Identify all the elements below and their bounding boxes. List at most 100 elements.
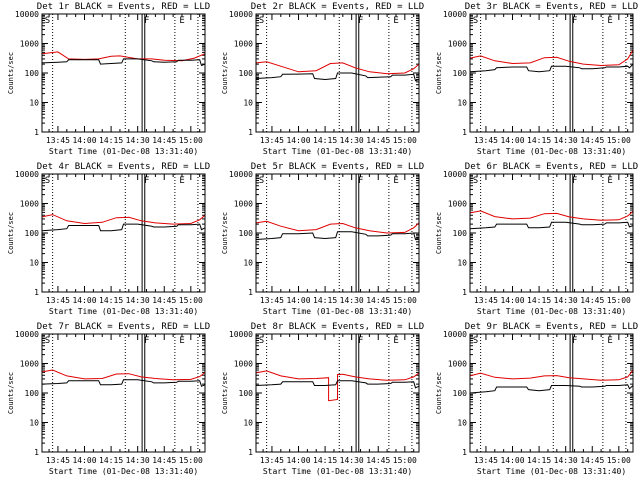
x-tick-label: 15:00 — [607, 456, 631, 465]
marker-s: S — [259, 176, 264, 186]
x-tick-label: 14:30 — [126, 136, 150, 145]
y-tick-label: 1000 — [20, 360, 39, 369]
x-axis-label: Start Time (01-Dec-08 13:31:40) — [49, 147, 198, 156]
marker-e: E — [179, 336, 184, 346]
y-tick-label: 1000 — [20, 200, 39, 209]
events-series-line — [469, 384, 634, 394]
lld-series-line — [41, 214, 206, 225]
x-axis-label: Start Time (01-Dec-08 13:31:40) — [263, 147, 412, 156]
x-axis-label: Start Time (01-Dec-08 13:31:40) — [477, 307, 626, 316]
x-tick-label: 14:30 — [554, 296, 578, 305]
y-tick-label: 1 — [34, 448, 39, 457]
x-tick-label: 13:45 — [46, 456, 70, 465]
panel-title: Det 9r BLACK = Events, RED = LLD — [465, 322, 638, 332]
events-series-line — [469, 63, 634, 73]
y-tick-label: 1000 — [234, 200, 253, 209]
x-tick-label: 14:45 — [580, 296, 604, 305]
panel-6r: Det 6r BLACK = Events, RED = LLD Counts/s… — [435, 162, 638, 316]
panel-title: Det 5r BLACK = Events, RED = LLD — [251, 162, 424, 172]
x-tick-label: 14:45 — [152, 456, 176, 465]
x-axis-label: Start Time (01-Dec-08 13:31:40) — [49, 467, 198, 476]
y-tick-label: 100 — [453, 69, 468, 78]
x-tick-label: 14:30 — [340, 456, 364, 465]
x-tick-label: 13:45 — [260, 456, 284, 465]
x-tick-label: 13:45 — [474, 456, 498, 465]
y-tick-label: 1 — [248, 448, 253, 457]
panel-title: Det 7r BLACK = Events, RED = LLD — [37, 322, 210, 332]
marker-f: F — [358, 336, 363, 346]
x-tick-label: 14:00 — [72, 296, 96, 305]
marker-e: E — [607, 16, 612, 26]
x-tick-label: 14:15 — [527, 136, 551, 145]
x-tick-label: 14:30 — [554, 456, 578, 465]
marker-e: E — [607, 336, 612, 346]
panel-1r: Det 1r BLACK = Events, RED = LLD Counts/s… — [7, 2, 210, 156]
x-tick-label: 14:45 — [366, 136, 390, 145]
plot-frame — [41, 173, 206, 293]
panel-title: Det 4r BLACK = Events, RED = LLD — [37, 162, 210, 172]
y-tick-label: 100 — [239, 69, 254, 78]
plot-frame — [255, 13, 420, 133]
panel-7r: Det 7r BLACK = Events, RED = LLD Counts/s… — [7, 322, 210, 476]
lld-series-line — [469, 49, 634, 67]
lld-series-line — [255, 61, 420, 75]
events-series-line — [41, 379, 206, 387]
x-tick-label: 13:45 — [46, 296, 70, 305]
y-tick-label: 100 — [25, 229, 40, 238]
plot-frame — [41, 13, 206, 133]
y-tick-label: 10 — [29, 99, 39, 108]
y-tick-label: 1000 — [20, 40, 39, 49]
x-tick-label: 14:00 — [286, 296, 310, 305]
plot-frame — [469, 13, 634, 133]
marker-s: S — [473, 176, 478, 186]
x-tick-label: 14:15 — [313, 296, 337, 305]
marker-e: E — [607, 176, 612, 186]
lld-series-line — [469, 210, 634, 221]
marker-f: F — [572, 336, 577, 346]
x-tick-label: 13:45 — [474, 136, 498, 145]
x-tick-label: 14:45 — [366, 456, 390, 465]
x-tick-label: 15:00 — [179, 296, 203, 305]
x-tick-label: 15:00 — [179, 136, 203, 145]
marker-e: E — [179, 16, 184, 26]
y-axis-label: Counts/sec — [7, 372, 15, 414]
lld-series-line — [255, 370, 420, 402]
y-tick-label: 1 — [462, 288, 467, 297]
x-tick-label: 14:00 — [286, 456, 310, 465]
x-tick-label: 14:15 — [99, 296, 123, 305]
y-axis-label: Counts/sec — [7, 212, 15, 254]
y-tick-label: 10000 — [15, 330, 39, 339]
y-axis-label: Counts/sec — [435, 212, 443, 254]
y-tick-label: 10000 — [443, 170, 467, 179]
x-tick-label: 14:30 — [126, 296, 150, 305]
y-tick-label: 10000 — [15, 10, 39, 19]
x-tick-label: 14:00 — [72, 456, 96, 465]
y-tick-label: 1000 — [448, 40, 467, 49]
marker-f: F — [144, 16, 149, 26]
plot-frame — [469, 333, 634, 453]
x-tick-label: 15:00 — [393, 136, 417, 145]
events-series-line — [41, 223, 206, 232]
y-axis-label: Counts/sec — [435, 372, 443, 414]
y-tick-label: 1 — [462, 128, 467, 137]
plot-frame — [255, 333, 420, 453]
y-tick-label: 10 — [29, 259, 39, 268]
y-tick-label: 10 — [243, 419, 253, 428]
y-axis-label: Counts/sec — [221, 212, 229, 254]
x-axis-label: Start Time (01-Dec-08 13:31:40) — [263, 467, 412, 476]
panel-3r: Det 3r BLACK = Events, RED = LLD Counts/s… — [435, 2, 638, 156]
marker-f: F — [144, 176, 149, 186]
marker-e: E — [393, 16, 398, 26]
x-tick-label: 14:15 — [99, 456, 123, 465]
y-tick-label: 10000 — [15, 170, 39, 179]
lld-series-line — [41, 369, 206, 381]
events-series-line — [469, 221, 634, 230]
y-tick-label: 100 — [453, 389, 468, 398]
panel-title: Det 3r BLACK = Events, RED = LLD — [465, 2, 638, 12]
panel-4r: Det 4r BLACK = Events, RED = LLD Counts/s… — [7, 162, 210, 316]
x-tick-label: 14:30 — [126, 456, 150, 465]
x-tick-label: 14:15 — [313, 456, 337, 465]
y-tick-label: 10 — [457, 99, 467, 108]
x-tick-label: 13:45 — [260, 136, 284, 145]
